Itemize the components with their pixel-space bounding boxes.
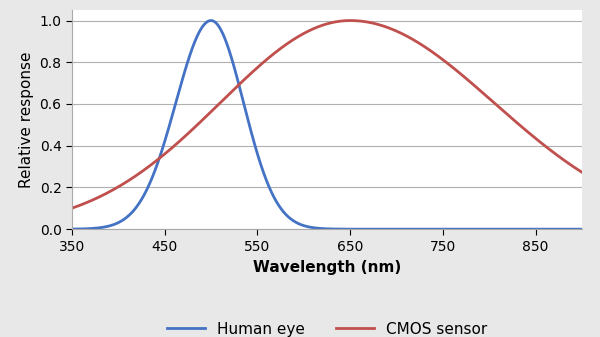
- Legend: Human eye, CMOS sensor: Human eye, CMOS sensor: [161, 316, 493, 337]
- Human eye: [564, 227, 571, 231]
- Human eye: [94, 226, 101, 230]
- Human eye: [578, 227, 586, 231]
- Y-axis label: Relative response: Relative response: [19, 51, 34, 188]
- CMOS sensor: [578, 170, 586, 174]
- CMOS sensor: [303, 30, 310, 34]
- CMOS sensor: [470, 83, 478, 87]
- CMOS sensor: [94, 195, 101, 200]
- Human eye: [208, 19, 215, 23]
- Line: Human eye: Human eye: [72, 21, 582, 229]
- X-axis label: Wavelength (nm): Wavelength (nm): [253, 260, 401, 275]
- Human eye: [338, 227, 345, 231]
- Human eye: [564, 227, 571, 231]
- CMOS sensor: [563, 160, 571, 164]
- CMOS sensor: [346, 19, 353, 23]
- Human eye: [68, 227, 76, 231]
- Human eye: [303, 224, 310, 228]
- Human eye: [317, 226, 324, 231]
- CMOS sensor: [68, 206, 76, 210]
- CMOS sensor: [564, 161, 571, 165]
- Human eye: [470, 227, 478, 231]
- Line: CMOS sensor: CMOS sensor: [72, 21, 582, 208]
- CMOS sensor: [316, 24, 323, 28]
